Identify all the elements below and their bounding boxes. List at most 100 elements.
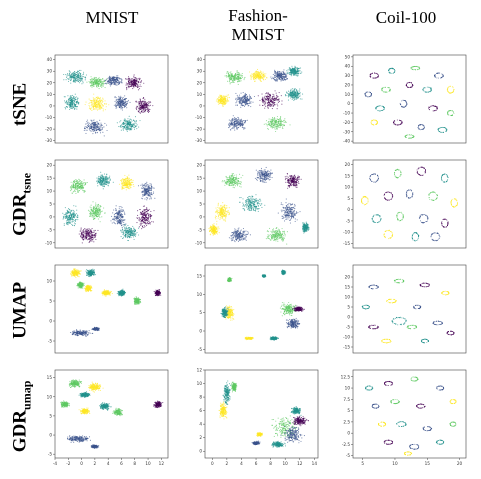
scatter-point-cluster-6 (275, 92, 277, 94)
scatter-point-cluster-4 (73, 105, 75, 107)
scatter-point-cluster-4 (228, 97, 230, 99)
scatter-point-cluster-0 (237, 73, 239, 75)
scatter-point-cluster-5 (99, 108, 101, 110)
scatter-point-cluster-9 (128, 129, 130, 131)
scatter-point-cluster-4 (70, 99, 72, 101)
scatter-point-cluster-9 (128, 127, 130, 129)
scatter-point-cluster-5 (241, 101, 243, 103)
scatter-point-cluster-0 (78, 77, 80, 80)
scatter-point-cluster-3 (125, 82, 127, 84)
scatter-point-cluster-11 (435, 105, 437, 107)
scatter-point-cluster-4 (70, 95, 72, 97)
scatter-point-cluster-0 (79, 72, 81, 74)
scatter-point-cluster-1 (98, 178, 100, 180)
scatter-point-cluster-10 (401, 100, 403, 102)
scatter-point-cluster-8 (89, 124, 91, 126)
scatter-point-cluster-7 (148, 109, 150, 111)
scatter-point-cluster-2 (110, 83, 112, 85)
scatter-point-cluster-9 (124, 123, 126, 125)
scatter-point-cluster-5 (245, 102, 247, 104)
scatter-point-cluster-7 (146, 110, 148, 112)
scatter-point-cluster-0 (236, 71, 238, 73)
scatter-point-cluster-1 (96, 80, 98, 82)
scatter-point-cluster-5 (91, 103, 93, 105)
scatter-point-cluster-4 (74, 93, 76, 95)
scatter-point-cluster-4 (72, 101, 74, 103)
scatter-point-cluster-7 (288, 90, 290, 92)
scatter-point-cluster-0 (83, 76, 85, 78)
scatter-point-cluster-8 (228, 124, 230, 126)
scatter-point-cluster-8 (92, 133, 94, 135)
scatter-point-cluster-6 (266, 96, 268, 98)
scatter-point-cluster-7 (138, 102, 140, 104)
scatter-point-cluster-1 (265, 73, 267, 75)
scatter-point-cluster-3 (288, 72, 291, 74)
scatter-point-cluster-15 (421, 129, 423, 131)
scatter-point-cluster-3 (129, 83, 131, 85)
scatter-point-cluster-1 (254, 80, 256, 82)
y-tick-label: 0 (347, 101, 350, 106)
scatter-point-cluster-3 (139, 84, 141, 86)
scatter-point-cluster-4 (221, 100, 223, 102)
scatter-point-cluster-9 (130, 124, 132, 126)
scatter-point-cluster-5 (97, 106, 99, 108)
scatter-point-cluster-3 (125, 78, 127, 80)
scatter-point-cluster-7 (139, 100, 142, 102)
scatter-point-cluster-1 (260, 70, 262, 72)
scatter-point-cluster-5 (241, 99, 243, 102)
scatter-point-cluster-3 (288, 73, 290, 75)
scatter-point-cluster-0 (226, 72, 228, 74)
scatter-point-cluster-9 (279, 121, 281, 123)
scatter-point-cluster-3 (131, 79, 133, 81)
scatter-point-cluster-2 (113, 82, 116, 85)
scatter-point-cluster-6 (120, 95, 122, 97)
scatter-point-cluster-3 (125, 84, 127, 86)
scatter-point-cluster-2 (277, 71, 279, 73)
scatter-point-cluster-8 (230, 129, 232, 131)
scatter-point-cluster-6 (121, 100, 123, 102)
scatter-point-cluster-0 (65, 74, 67, 76)
scatter-point-cluster-3 (128, 80, 130, 82)
scatter-point-cluster-4 (77, 103, 79, 105)
scatter-point-cluster-7 (142, 104, 144, 106)
scatter-point-cluster-0 (228, 74, 230, 76)
scatter-point-cluster-5 (98, 103, 100, 106)
scatter-point-cluster-7 (296, 94, 299, 97)
scatter-point-cluster-9 (280, 119, 282, 121)
scatter-point-cluster-0 (77, 190, 79, 192)
scatter-point-cluster-5 (102, 110, 104, 112)
scatter-point-cluster-0 (77, 184, 79, 186)
scatter-point-cluster-8 (240, 123, 243, 125)
scatter-point-cluster-7 (139, 111, 141, 113)
scatter-point-cluster-2 (284, 76, 286, 78)
scatter-point-cluster-12 (448, 110, 450, 112)
scatter-point-cluster-3 (132, 88, 134, 90)
scatter-point-cluster-4 (68, 105, 70, 107)
scatter-point-cluster-5 (238, 96, 240, 98)
scatter-point-cluster-3 (128, 87, 130, 89)
scatter-point-cluster-9 (133, 120, 135, 122)
scatter-point-cluster-0 (78, 182, 80, 184)
scatter-point-cluster-5 (92, 105, 95, 107)
scatter-point-cluster-8 (230, 123, 233, 125)
scatter-point-cluster-2 (275, 73, 277, 75)
scatter-point-cluster-10 (405, 101, 407, 103)
scatter-point-cluster-7 (296, 96, 298, 98)
scatter-point-cluster-7 (138, 111, 140, 113)
scatter-point-cluster-6 (126, 107, 128, 109)
scatter-point-cluster-5 (88, 103, 90, 105)
scatter-point-cluster-6 (122, 101, 125, 103)
scatter-point-cluster-0 (377, 75, 379, 77)
scatter-point-cluster-9 (277, 121, 279, 123)
scatter-point-cluster-3 (136, 82, 138, 84)
scatter-point-cluster-0 (231, 78, 233, 80)
scatter-point-cluster-6 (268, 101, 270, 103)
scatter-point-cluster-7 (293, 99, 295, 101)
scatter-point-cluster-3 (286, 72, 288, 74)
scatter-point-cluster-2 (107, 81, 109, 83)
scatter-point-cluster-8 (89, 125, 92, 127)
scatter-point-cluster-8 (426, 91, 428, 93)
scatter-point-cluster-1 (94, 76, 96, 78)
scatter-point-cluster-8 (232, 127, 234, 129)
scatter-point-cluster-17 (411, 134, 413, 136)
